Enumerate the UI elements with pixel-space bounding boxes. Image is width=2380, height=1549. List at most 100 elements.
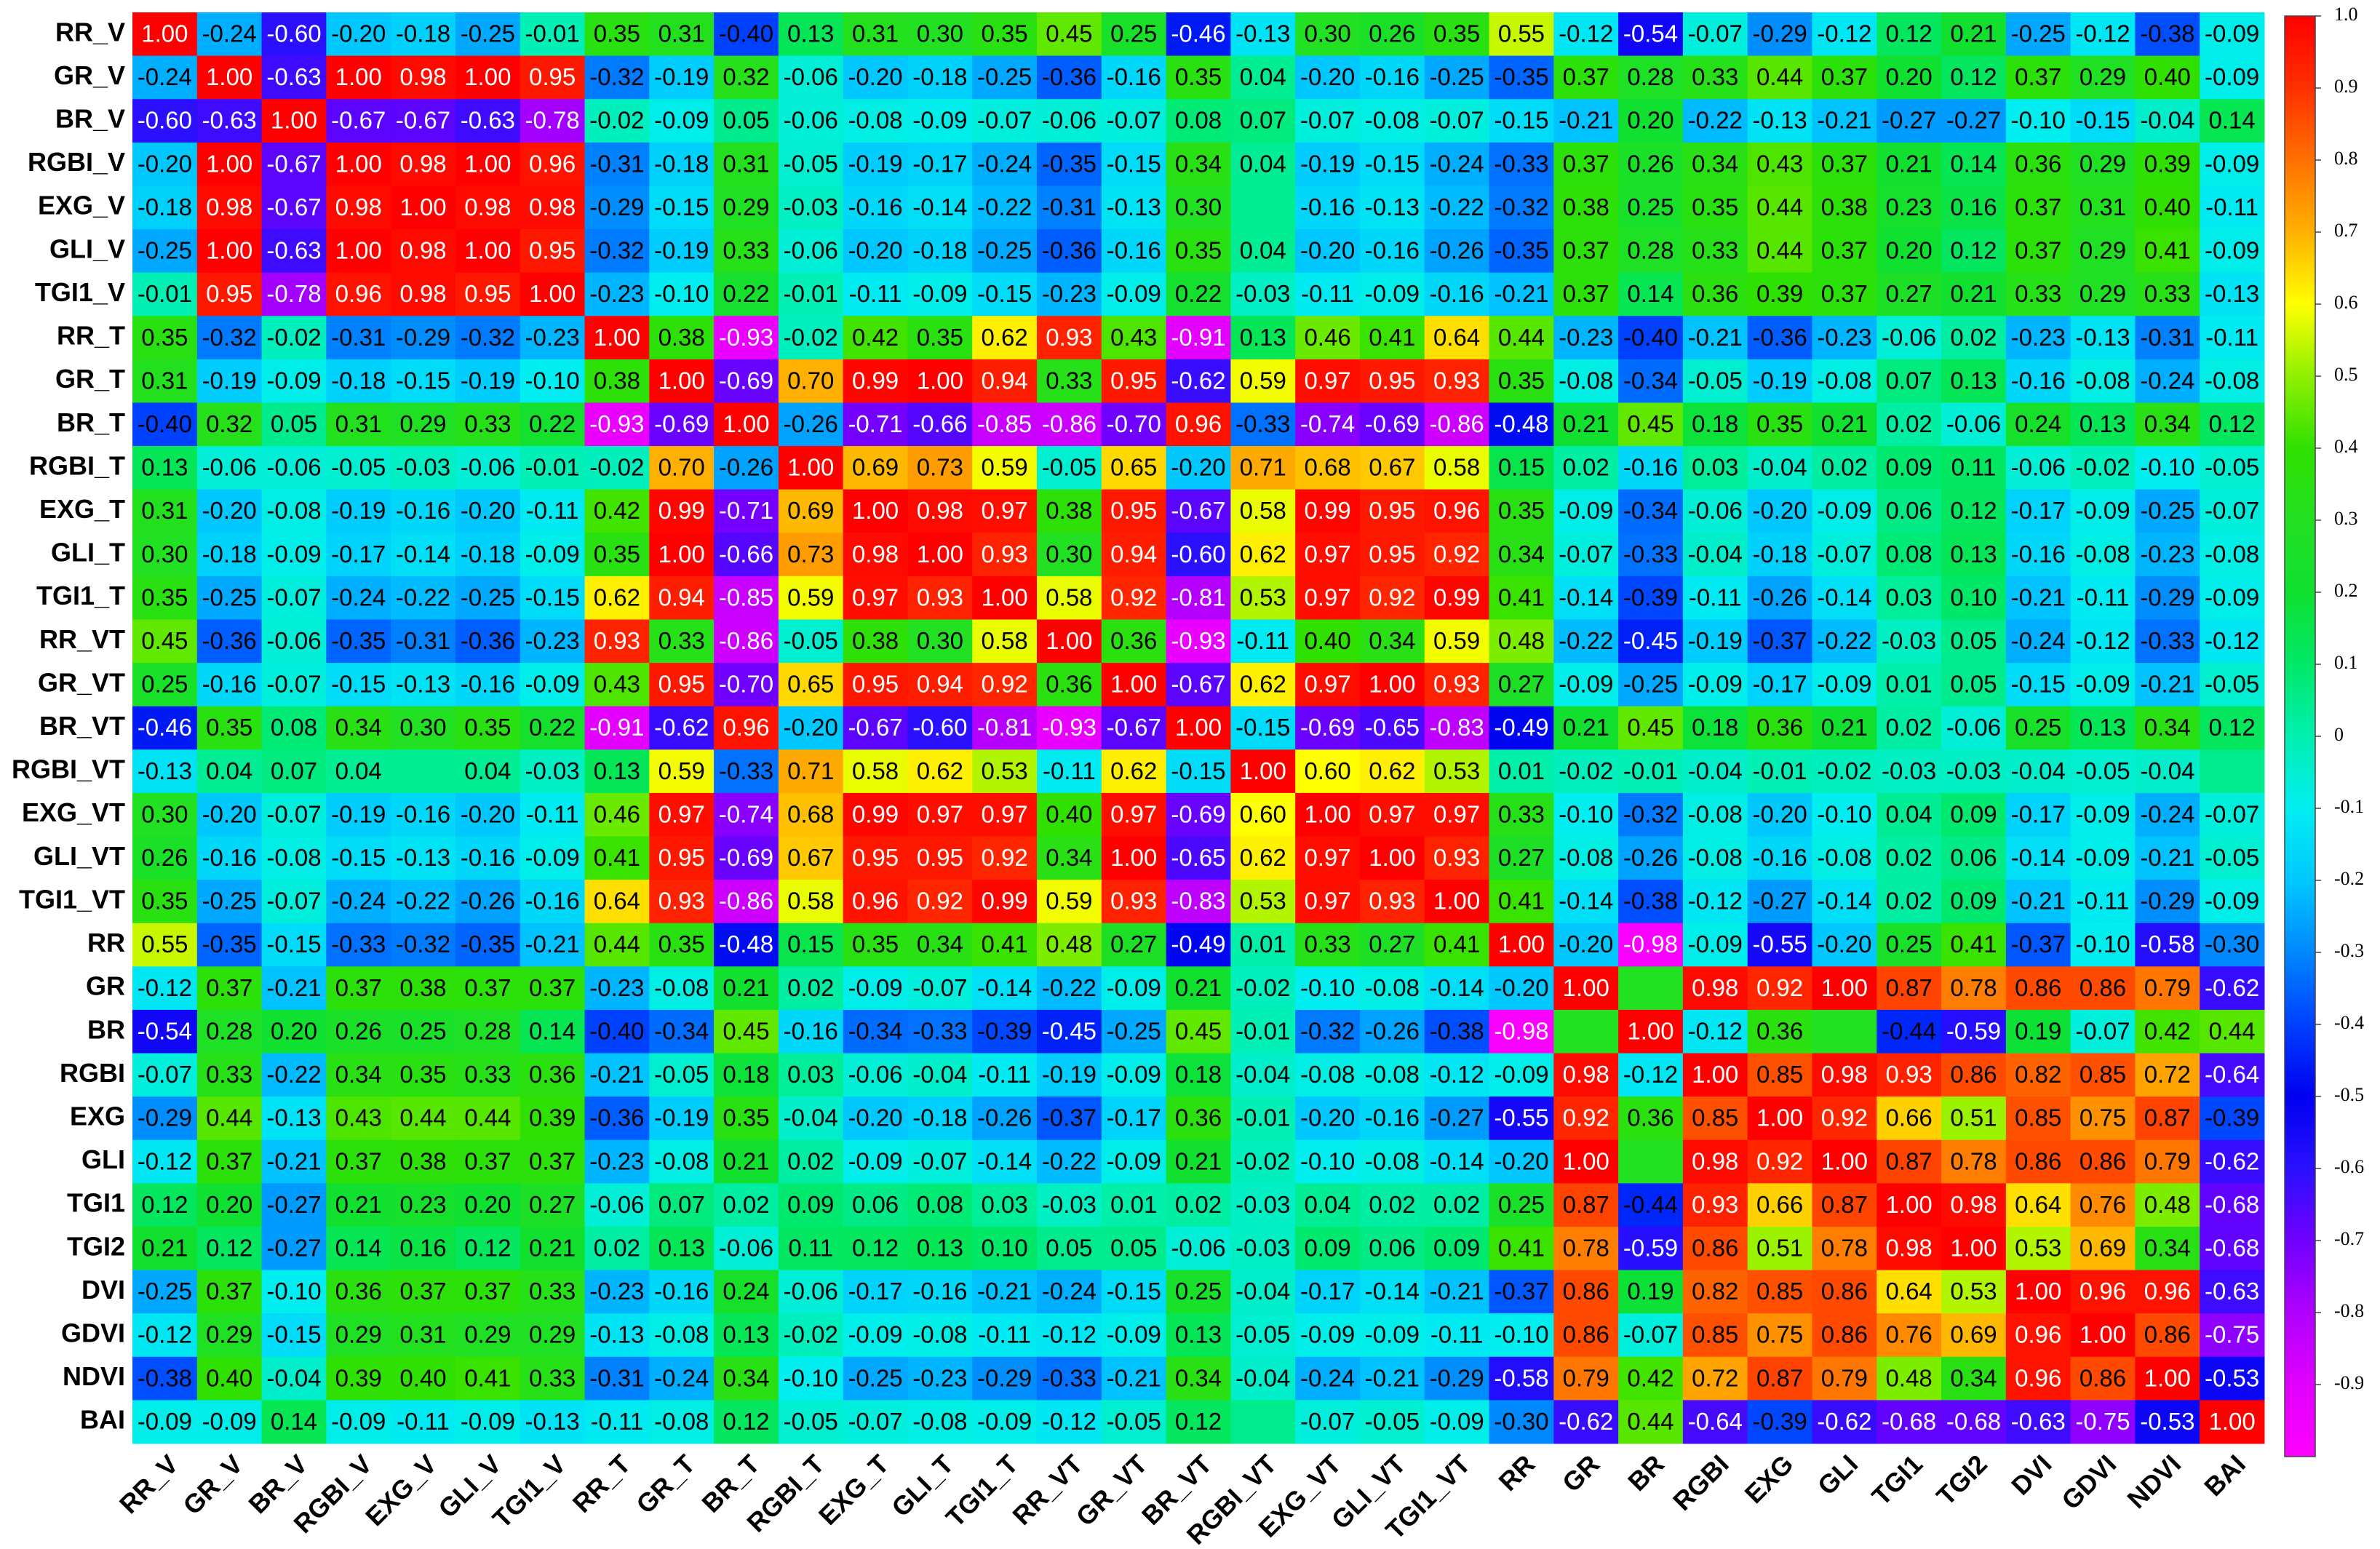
cell-label: 0.70 (787, 367, 834, 394)
cell-label: -0.09 (1494, 1061, 1548, 1088)
cell-label: 0.37 (1563, 63, 1609, 90)
heatmap-cell (1941, 489, 2007, 533)
cell-label: 0.35 (1498, 367, 1545, 394)
cell-label: 0.86 (1821, 1321, 1868, 1348)
cell-label: 0.23 (1886, 194, 1933, 220)
heatmap-cell (261, 576, 327, 620)
heatmap-cell (1230, 99, 1296, 143)
heatmap-cell (1037, 142, 1102, 186)
cell-label: -0.16 (848, 194, 902, 220)
heatmap-cell (1747, 99, 1812, 143)
heatmap-cell (649, 229, 715, 274)
cell-label: 0.76 (1886, 1321, 1933, 1348)
cell-label: 0.98 (1563, 1061, 1609, 1088)
heatmap-cell (2200, 446, 2265, 490)
heatmap-cell (132, 229, 198, 274)
heatmap-cell (1101, 533, 1167, 577)
cell-label: -0.81 (1171, 584, 1225, 610)
cell-label: 0.48 (1046, 931, 1092, 957)
heatmap-cell (714, 12, 779, 57)
heatmap-cell (1489, 272, 1554, 316)
heatmap-cell (1941, 576, 2007, 620)
heatmap-cell (843, 663, 908, 707)
heatmap-cell (196, 186, 263, 230)
heatmap-cell (326, 12, 391, 57)
cell-label: 0.37 (2015, 63, 2061, 90)
cell-label: 0.59 (1240, 367, 1286, 394)
cell-label: 0.09 (1304, 1234, 1350, 1261)
cell-label: 0.95 (1369, 541, 1415, 568)
cell-label: 0.92 (1756, 974, 1803, 1001)
cell-label: 0.96 (2015, 1321, 2061, 1348)
cell-label: 0.82 (1692, 1278, 1738, 1305)
cell-label: 0.12 (1950, 497, 1997, 524)
colorbar-tick-label: 1.0 (2334, 4, 2358, 25)
cell-label: 0.99 (1304, 497, 1350, 524)
colorbar-tick-label: -0.2 (2334, 868, 2364, 889)
cell-label: -0.16 (654, 1278, 709, 1305)
cell-label: -0.20 (202, 800, 257, 827)
heatmap-cell (2200, 186, 2265, 230)
heatmap-cell (2005, 272, 2071, 316)
heatmap-cell (1618, 186, 1684, 230)
cell-label: -0.66 (912, 410, 967, 437)
heatmap-cell (261, 186, 327, 230)
cell-label: 1.00 (335, 237, 382, 264)
heatmap-cell (843, 446, 908, 490)
heatmap-cell (843, 316, 908, 360)
cell-label: -0.09 (1107, 1147, 1161, 1174)
cell-label: -0.31 (589, 150, 644, 177)
heatmap-cell (1489, 99, 1554, 143)
cell-label: -0.15 (1107, 1278, 1161, 1305)
cell-label: 0.59 (982, 454, 1028, 481)
heatmap-cell (1037, 55, 1102, 100)
heatmap-cell (1295, 55, 1361, 100)
cell-label: -0.24 (977, 150, 1032, 177)
cell-label: 0.41 (1369, 324, 1415, 351)
heatmap-cell (1166, 489, 1231, 533)
heatmap-cell (1166, 186, 1231, 230)
cell-label: 0.62 (1240, 671, 1286, 698)
heatmap-cell (584, 272, 650, 316)
cell-label: 0.28 (464, 1017, 511, 1044)
heatmap-cell (2135, 533, 2200, 577)
cell-label: 1.00 (206, 150, 252, 177)
cell-label: 0.44 (594, 931, 640, 957)
heatmap-cell (972, 12, 1038, 57)
cell-label: 0.44 (1498, 324, 1545, 351)
heatmap-cell (584, 576, 650, 620)
cell-label: -0.03 (525, 757, 580, 784)
cell-label: -0.16 (1430, 280, 1484, 307)
cell-label: -0.01 (1752, 757, 1807, 784)
heatmap-cell (1682, 229, 1748, 274)
cell-label: 0.44 (1756, 63, 1803, 90)
cell-label: -0.15 (331, 844, 386, 871)
heatmap-cell (2135, 12, 2200, 57)
heatmap-cell (1489, 142, 1554, 186)
heatmap-cell (2135, 186, 2200, 230)
cell-label: -0.74 (719, 800, 773, 827)
cell-label: 0.95 (658, 844, 705, 871)
cell-label: 0.96 (2015, 1364, 2061, 1391)
cell-label: -0.09 (912, 280, 967, 307)
heatmap-cell (1618, 316, 1684, 360)
cell-label: -0.65 (1171, 844, 1225, 871)
cell-label: -0.07 (266, 800, 321, 827)
heatmap-cell (1682, 272, 1748, 316)
heatmap-cell (1295, 12, 1361, 57)
cell-label: -0.19 (202, 367, 257, 394)
cell-label: -0.04 (1688, 541, 1743, 568)
cell-label: -0.32 (202, 324, 257, 351)
cell-label: -0.12 (1430, 1061, 1484, 1088)
cell-label: 0.44 (1627, 1408, 1673, 1435)
cell-label: -0.12 (1042, 1321, 1097, 1348)
cell-label: 1.00 (2015, 1278, 2061, 1305)
cell-label: 0.29 (723, 194, 769, 220)
x-tick-label: RR_T (567, 1449, 636, 1518)
cell-label: 0.68 (787, 800, 834, 827)
cell-label: 0.34 (1046, 844, 1092, 871)
cell-label: 0.33 (464, 410, 511, 437)
cell-label: 0.97 (1304, 541, 1350, 568)
cell-label: -0.40 (138, 410, 192, 437)
heatmap-cell (2070, 229, 2136, 274)
